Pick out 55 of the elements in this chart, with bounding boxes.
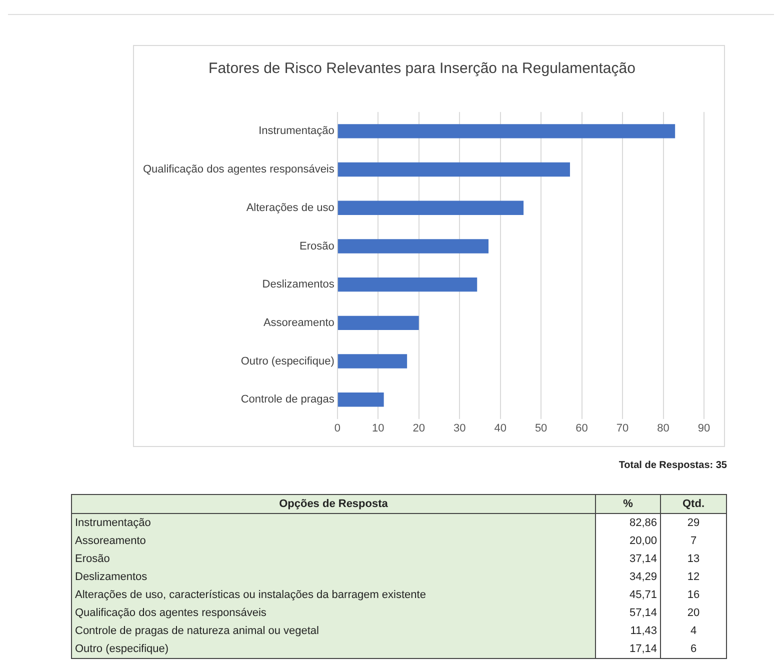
data-label: 20 xyxy=(660,604,726,622)
y-tick-label: Alterações de uso xyxy=(246,202,334,214)
x-tick-label: 10 xyxy=(372,422,384,434)
data-label: 82,86 xyxy=(596,514,660,532)
data-label: 34,29 xyxy=(596,568,660,586)
text: Total de Respostas: 35 xyxy=(618,460,727,471)
data-label: 29 xyxy=(660,514,726,532)
y-tick-label: Qualificação dos agentes responsáveis xyxy=(142,164,335,176)
x-tick-label: 20 xyxy=(412,422,425,434)
data-label: 37,14 xyxy=(596,550,660,568)
y-tick-label: Controle de pragas xyxy=(240,394,335,406)
chart-title: Fatores de Risco Relevantes para Inserção na Regulamentação xyxy=(208,60,636,78)
data-label: 20,00 xyxy=(596,532,660,550)
data-label: 11,43 xyxy=(596,622,660,640)
category-label: Instrumentação xyxy=(72,514,596,532)
category-label: Alterações de uso, características ou instalações da barragem existente xyxy=(72,586,596,604)
text: Qtd. xyxy=(660,494,726,514)
x-tick-label: 40 xyxy=(494,422,506,434)
x-tick-label: 30 xyxy=(453,422,466,434)
data-label: 4 xyxy=(660,622,726,640)
x-tick-label: 70 xyxy=(616,422,629,434)
bar xyxy=(338,354,408,368)
category-label: Qualificação dos agentes responsáveis xyxy=(72,604,596,622)
category-label: Outro (especifique) xyxy=(72,640,596,658)
y-tick-label: Erosão xyxy=(300,240,334,252)
category-label: Controle de pragas de natureza animal ou vegetal xyxy=(72,622,596,640)
bar xyxy=(338,200,524,215)
data-label: 16 xyxy=(660,586,726,604)
data-label: 12 xyxy=(660,568,726,586)
text: Opções de Resposta xyxy=(72,494,596,514)
data-label: 6 xyxy=(660,640,726,658)
data-label: 17,14 xyxy=(596,640,660,658)
category-label: Deslizamentos xyxy=(72,568,596,586)
bar xyxy=(338,316,419,330)
bar xyxy=(338,277,478,292)
x-tick-label: 90 xyxy=(698,422,710,434)
y-tick-label: Deslizamentos xyxy=(262,278,335,291)
bar xyxy=(338,124,676,138)
text: % xyxy=(596,494,660,514)
category-label: Erosão xyxy=(72,550,596,568)
x-tick-label: 80 xyxy=(657,422,670,434)
data-label: 45,71 xyxy=(596,586,660,604)
y-tick-label: Outro (especifique) xyxy=(240,355,334,368)
bar xyxy=(338,392,384,407)
data-label: 13 xyxy=(660,550,726,568)
y-tick-label: Assoreamento xyxy=(263,316,334,329)
category-label: Assoreamento xyxy=(72,532,596,550)
bar xyxy=(338,239,489,254)
data-label: 57,14 xyxy=(596,604,660,622)
bar xyxy=(338,162,570,177)
y-tick-label: Instrumentação xyxy=(258,125,334,138)
x-tick-label: 60 xyxy=(576,422,588,434)
data-label: 7 xyxy=(660,532,726,550)
x-tick-label: 0 xyxy=(334,422,340,434)
x-tick-label: 50 xyxy=(534,422,548,434)
